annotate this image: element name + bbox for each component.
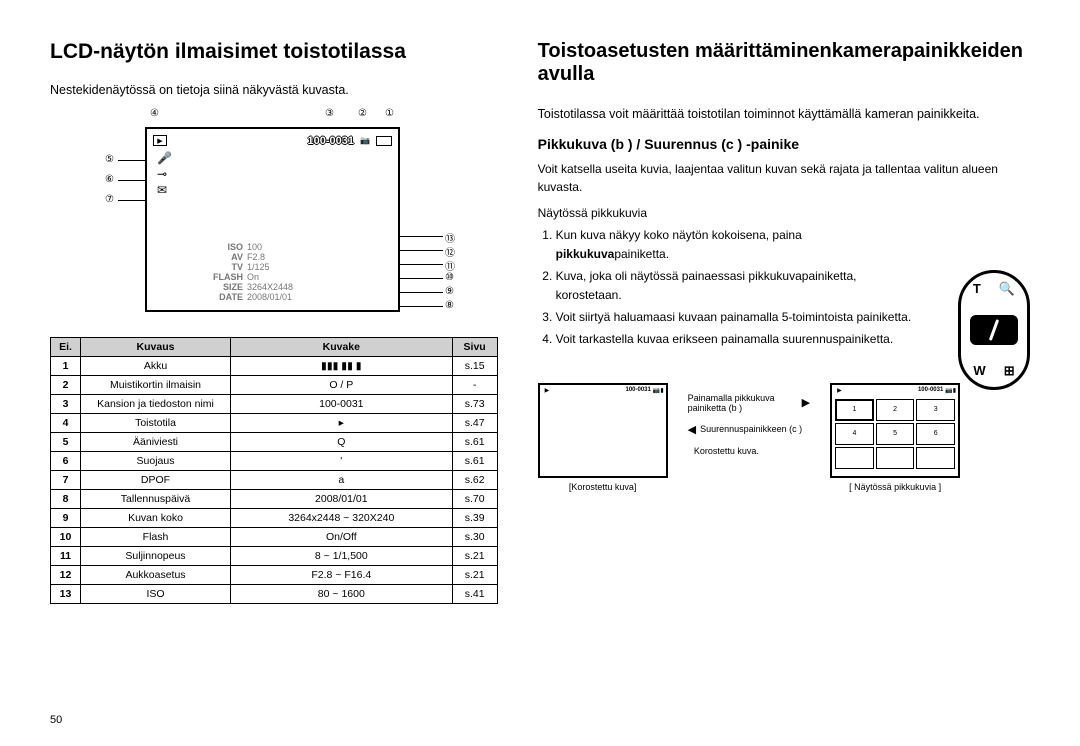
table-row: 13ISO80 ~ 1600s.41 [51, 584, 498, 603]
table-row: 10FlashOn/Offs.30 [51, 527, 498, 546]
callout-10: ⑩ [445, 272, 454, 283]
callout-7: ⑦ [105, 194, 114, 205]
table-row: 3Kansion ja tiedoston nimi100-0031s.73 [51, 394, 498, 413]
table-row: 9Kuvan koko3264x2448 ~ 320X240s.39 [51, 508, 498, 527]
step-item: Voit tarkastella kuvaa erikseen painamal… [556, 330, 916, 349]
table-row: 1Akku▮▮▮ ▮▮ ▮s.15 [51, 356, 498, 375]
callout-2: ② [358, 108, 367, 119]
spec-table: Ei.KuvausKuvakeSivu 1Akku▮▮▮ ▮▮ ▮s.152Mu… [50, 337, 498, 604]
step-item: Kuva, joka oli näytössä painaessasi pikk… [556, 267, 916, 305]
fig-right-caption: [ Näytössä pikkukuvia ] [830, 482, 960, 492]
table-row: 12AukkoasetusF2.8 ~ F16.4s.21 [51, 565, 498, 584]
fig-left-caption: [Korostettu kuva] [538, 482, 668, 492]
callout-3: ③ [325, 108, 334, 119]
play-icon: ▶ [153, 135, 167, 146]
table-row: 11Suljinnopeus8 ~ 1/1,500s.21 [51, 546, 498, 565]
callout-9: ⑨ [445, 286, 454, 297]
lcd-diagram: ④ ③ ② ① ⑤ ⑥ ⑦ ⑬ ⑫ ⑪ ⑩ ⑨ ⑧ ▶ 100-0031 📷 [50, 112, 498, 327]
lcd-screen: ▶ 100-0031 📷 🎤 ⊸ ✉ ISO100AVF2.8TV1/125FL… [145, 127, 400, 312]
left-column: LCD-näytön ilmaisimet toistotilassa Nest… [50, 40, 498, 726]
callout-5: ⑤ [105, 154, 114, 165]
steps-list: Kun kuva näkyy koko näytön kokoisena, pa… [556, 226, 916, 353]
callout-4: ④ [150, 108, 159, 119]
table-row: 4Toistotila▸s.47 [51, 413, 498, 432]
left-title: LCD-näytön ilmaisimet toistotilassa [50, 40, 498, 64]
right-subhead: Pikkukuva (b ) / Suurennus (c ) -painike [538, 136, 1030, 152]
list-label: Näytössä pikkukuvia [538, 206, 1030, 220]
right-column: Toistoasetusten määrittäminenkamerapaini… [538, 40, 1030, 726]
battery-icon [376, 136, 392, 146]
left-intro: Nestekidenäytössä on tietoja siinä näkyv… [50, 82, 498, 100]
fig-left: ▶100-0031📷▮ [Korostettu kuva] [538, 383, 668, 492]
callout-1: ① [385, 108, 394, 119]
callout-11: ⑪ [445, 258, 455, 273]
zoom-control: T🔍 W⊞ [958, 270, 1030, 390]
step-item: Kun kuva näkyy koko näytön kokoisena, pa… [556, 226, 916, 264]
page-number: 50 [50, 714, 498, 726]
print-icon: ✉ [157, 183, 392, 197]
right-para: Voit katsella useita kuvia, laajentaa va… [538, 160, 1030, 196]
callout-6: ⑥ [105, 174, 114, 185]
step-item: Voit siirtyä haluamaasi kuvaan painamall… [556, 308, 916, 327]
mic-icon: 🎤 [157, 151, 392, 165]
table-row: 6Suojaus's.61 [51, 451, 498, 470]
callout-8: ⑧ [445, 300, 454, 311]
right-title: Toistoasetusten määrittäminenkamerapaini… [538, 40, 1030, 86]
table-row: 8Tallennuspäivä2008/01/01s.70 [51, 489, 498, 508]
fig-right: ▶100-0031📷▮ 123456 [ Näytössä pikkukuvia… [830, 383, 960, 492]
bottom-figures: ▶100-0031📷▮ [Korostettu kuva] Painamalla… [538, 383, 1030, 492]
lcd-file-number: 100-0031 [308, 135, 355, 147]
lock-icon: ⊸ [157, 167, 392, 181]
callout-12: ⑫ [445, 244, 455, 259]
table-row: 7DPOFas.62 [51, 470, 498, 489]
table-row: 5ÄäniviestiQs.61 [51, 432, 498, 451]
callout-13: ⑬ [445, 230, 455, 245]
right-intro: Toistotilassa voit määrittää toistotilan… [538, 106, 1030, 124]
lcd-info-block: ISO100AVF2.8TV1/125FLASHOnSIZE3264X2448D… [207, 242, 293, 302]
fig-arrows: Painamalla pikkukuva painiketta (b )▶ ◀S… [688, 383, 810, 456]
table-row: 2Muistikortin ilmaisinO / P- [51, 375, 498, 394]
zoom-lever-icon [970, 315, 1018, 345]
